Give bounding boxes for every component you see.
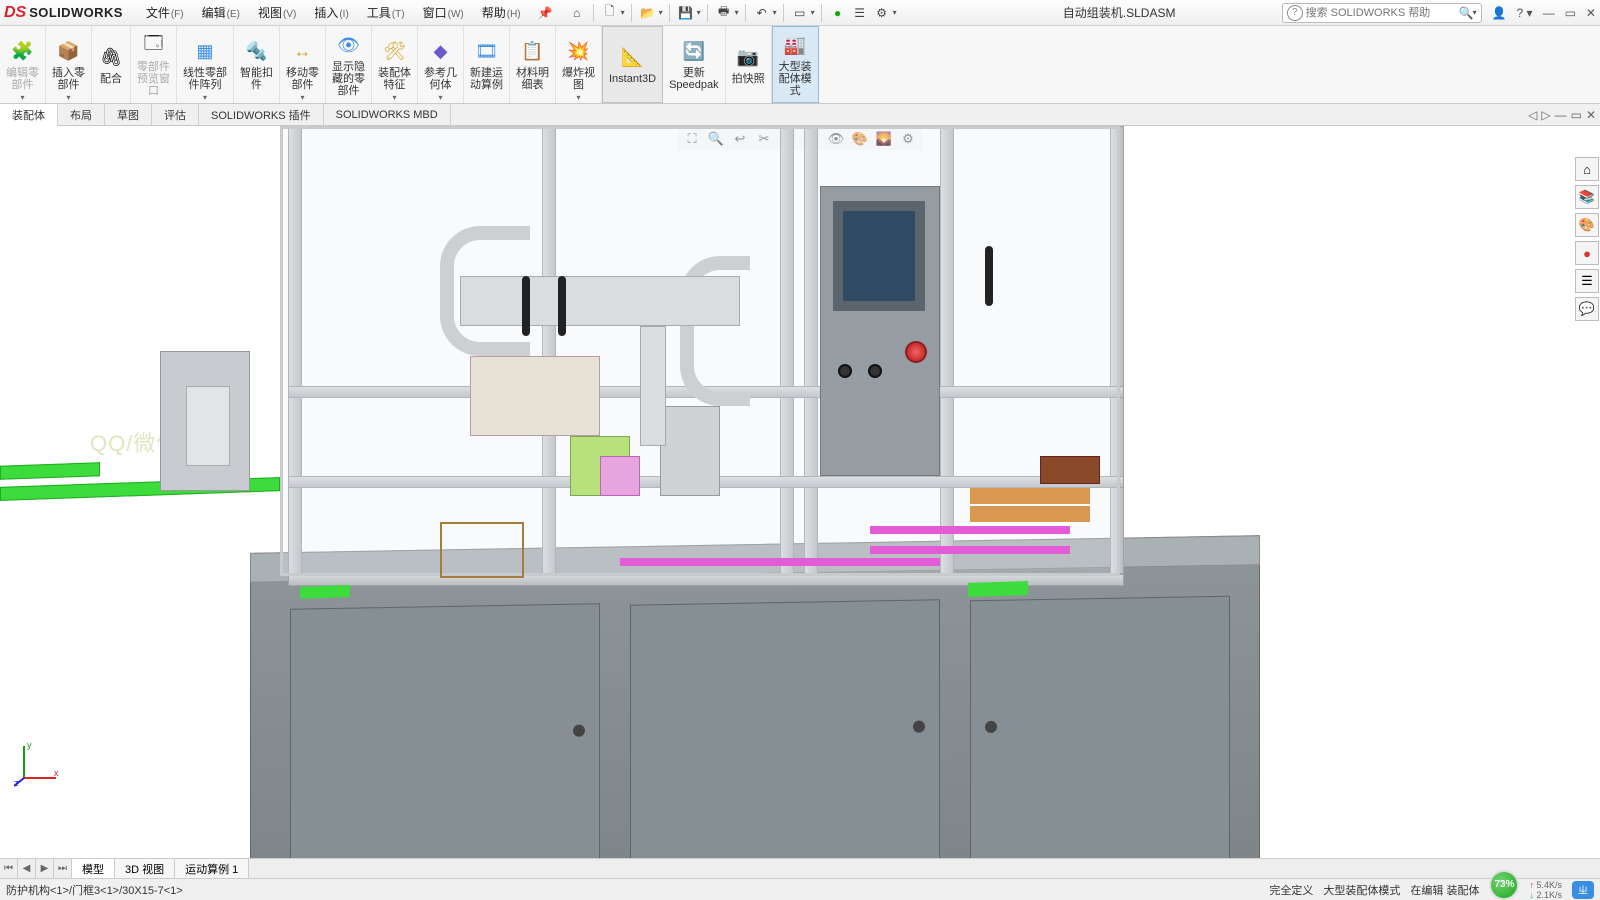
tp-appearances-icon[interactable]: ● [1575,241,1599,265]
status-selection-path: 防护机构<1>/门框3<1>/30X15-7<1> [6,882,183,898]
tp-resources-icon[interactable]: 📚 [1575,185,1599,209]
cmd-linear-pattern[interactable]: ▦线性零部 件阵列▾ [177,26,234,103]
menu-file[interactable]: 文件(F) [137,4,193,21]
bottom-tabs: ⏮ ◀ ▶ ⏭ 模型 3D 视图 运动算例 1 [0,858,1600,878]
viewport-close-icon[interactable]: ✕ [1586,108,1596,122]
window-controls: 👤 ? ▾ — ▭ ✕ [1492,6,1596,20]
undo-icon[interactable]: ↶ [752,3,772,23]
tab-mbd[interactable]: SOLIDWORKS MBD [324,104,451,125]
tab-addins[interactable]: SOLIDWORKS 插件 [199,104,324,125]
help-icon: ? [1287,5,1303,21]
menu-tools[interactable]: 工具(T) [358,4,414,21]
quick-toolbar: ⌂ 🗋▾ 📂▾ 💾▾ 🖶▾ ↶▾ ▭▾ ● ☰ ⚙▾ [567,3,897,23]
minimize-icon[interactable]: — [1543,6,1555,20]
btab-3dview[interactable]: 3D 视图 [115,859,175,878]
viewport-minimize-icon[interactable]: — [1555,108,1567,122]
cmd-large-assembly-mode[interactable]: 🏭大型装 配体模 式 [772,26,819,103]
cmd-show-hidden[interactable]: 👁显示隐 藏的零 部件 [326,26,372,103]
save-icon[interactable]: 💾 [676,3,696,23]
app-logo: DS SOLIDWORKS [4,4,123,22]
status-bar: 防护机构<1>/门框3<1>/30X15-7<1> 完全定义 大型装配体模式 在… [0,878,1600,900]
tp-custom-props-icon[interactable]: ☰ [1575,269,1599,293]
cmd-exploded-view[interactable]: 💥爆炸视 图▾ [556,26,602,103]
cmd-smart-fasteners[interactable]: 🔩智能扣 件 [234,26,280,103]
btab-prev-icon[interactable]: ◀ [18,859,36,878]
viewport-maximize-icon[interactable]: ▭ [1571,108,1582,122]
tab-evaluate[interactable]: 评估 [152,104,199,125]
cmd-preview-window[interactable]: 🗔零部件 预览窗 口 [131,26,177,103]
cmd-mate[interactable]: 🖇配合 [92,26,131,103]
btab-last-icon[interactable]: ⏭ [54,859,72,878]
document-title: 自动组装机.SLDASM [1003,4,1176,21]
menu-view[interactable]: 视图(V) [249,4,305,21]
cmd-instant3d[interactable]: 📐Instant3D [602,26,663,103]
search-box[interactable]: ? 🔍▾ [1282,3,1482,23]
cmd-new-motion-study[interactable]: 🎞新建运 动算例 [464,26,510,103]
ime-indicator[interactable]: ㄓ [1572,881,1594,899]
tp-view-palette-icon[interactable]: 🎨 [1575,213,1599,237]
home-icon[interactable]: ⌂ [567,3,587,23]
help-menu-icon[interactable]: ? ▾ [1517,6,1533,20]
settings-icon[interactable]: ⚙ [872,3,892,23]
menu-bar: DS SOLIDWORKS 文件(F) 编辑(E) 视图(V) 插入(I) 工具… [0,0,1600,26]
new-icon[interactable]: 🗋 [600,3,620,23]
graphics-viewport[interactable]: ⛶ 🔍 ↩ ✂ 🧊 ◐ 👁 🎨 🌄 ⚙ QQ/微信 [0,126,1600,858]
command-manager-tabs: 装配体 布局 草图 评估 SOLIDWORKS 插件 SOLIDWORKS MB… [0,104,1600,126]
user-icon[interactable]: 👤 [1492,6,1507,20]
ribbon: 🧩编辑零 部件▾ 📦插入零 部件▾ 🖇配合 🗔零部件 预览窗 口 ▦线性零部 件… [0,26,1600,104]
search-icon[interactable]: 🔍 [1459,6,1474,20]
svg-text:z: z [14,778,19,788]
task-pane: ⌂ 📚 🎨 ● ☰ 💬 [1574,126,1600,322]
cmd-move-component[interactable]: ↔移动零 部件▾ [280,26,326,103]
open-icon[interactable]: 📂 [638,3,658,23]
status-assembly-mode: 大型装配体模式 [1323,882,1400,898]
btab-model[interactable]: 模型 [72,859,115,878]
cmd-insert-component[interactable]: 📦插入零 部件▾ [46,26,92,103]
cmd-snapshot[interactable]: 📷拍快照 [726,26,772,103]
tp-home-icon[interactable]: ⌂ [1575,157,1599,181]
svg-text:x: x [54,768,59,778]
btab-first-icon[interactable]: ⏮ [0,859,18,878]
cmd-edit-component[interactable]: 🧩编辑零 部件▾ [0,26,46,103]
cmd-reference-geometry[interactable]: ◆参考几 何体▾ [418,26,464,103]
svg-text:y: y [27,740,32,750]
maximize-icon[interactable]: ▭ [1565,6,1576,20]
pin-icon[interactable]: 📌 [538,6,553,20]
close-icon[interactable]: ✕ [1586,6,1596,20]
print-icon[interactable]: 🖶 [714,3,734,23]
search-input[interactable] [1306,7,1459,19]
cmd-update-speedpak[interactable]: 🔄更新 Speedpak [663,26,726,103]
tp-forum-icon[interactable]: 💬 [1575,297,1599,321]
network-indicator: 5.4K/s 2.1K/s [1529,880,1562,900]
btab-motion-study[interactable]: 运动算例 1 [175,859,249,878]
viewport-next-icon[interactable]: ▷ [1541,108,1550,122]
status-fully-defined: 完全定义 [1269,882,1313,898]
viewport-prev-icon[interactable]: ◁ [1528,108,1537,122]
performance-badge[interactable]: 73% [1489,870,1519,900]
tab-layout[interactable]: 布局 [58,104,105,125]
menu-edit[interactable]: 编辑(E) [193,4,249,21]
menu-help[interactable]: 帮助(H) [473,4,530,21]
btab-next-icon[interactable]: ▶ [36,859,54,878]
rebuild-icon[interactable]: ● [828,3,848,23]
menu-window[interactable]: 窗口(W) [414,4,473,21]
orientation-triad[interactable]: y x z [14,738,64,788]
cmd-assembly-features[interactable]: 🛠装配体 特征▾ [372,26,418,103]
tab-assembly[interactable]: 装配体 [0,104,58,126]
model-render [0,126,1600,858]
status-editing: 在编辑 装配体 [1410,882,1479,898]
select-icon[interactable]: ▭ [790,3,810,23]
options-list-icon[interactable]: ☰ [850,3,870,23]
menu-insert[interactable]: 插入(I) [305,4,357,21]
logo-ds-icon: DS [4,4,26,22]
cmd-bom[interactable]: 📋材料明 细表 [510,26,556,103]
tab-sketch[interactable]: 草图 [105,104,152,125]
